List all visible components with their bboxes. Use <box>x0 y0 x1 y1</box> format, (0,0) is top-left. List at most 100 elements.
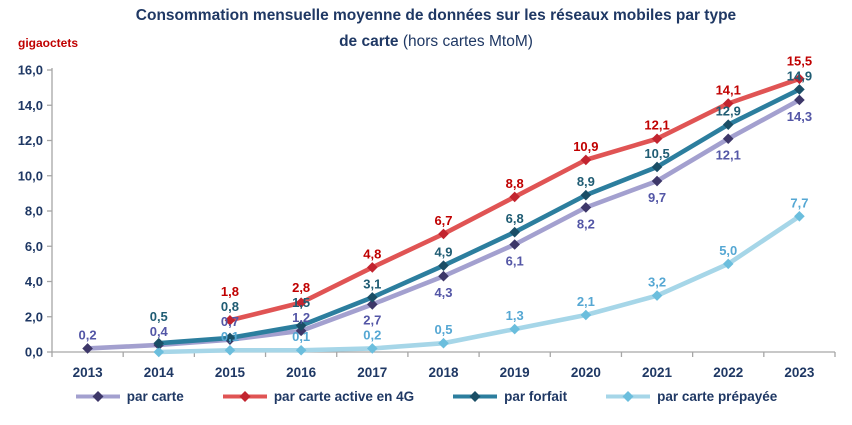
data-label-par-forfait-2014: 0,5 <box>150 309 168 324</box>
data-label-par-carte-active-en-4g-2021: 12,1 <box>644 118 669 133</box>
data-point-par-carte-2013 <box>82 343 93 354</box>
data-label-par-carte-active-en-4g-2016: 2,8 <box>292 280 310 295</box>
data-point-par-carte-2021 <box>651 175 663 187</box>
data-label-par-carte-2013: 0,2 <box>79 327 97 342</box>
data-point-par-carte-2023 <box>794 94 805 106</box>
y-axis-label: 16,0 <box>18 63 43 78</box>
data-point-par-carte-active-en-4g-2018 <box>438 228 449 240</box>
y-axis-label: 2,0 <box>25 309 43 324</box>
data-label-par-forfait-2020: 8,9 <box>577 174 595 189</box>
chart-legend: par carte par carte active en 4G par forfa… <box>0 389 852 404</box>
y-axis-label: 6,0 <box>25 239 43 254</box>
data-point-par-forfait-2015 <box>224 332 236 344</box>
legend-item-par-carte: par carte <box>75 389 184 404</box>
data-point-par-carte-2022 <box>722 133 734 145</box>
chart-title: Consommation mensuelle moyenne de donnée… <box>30 3 842 55</box>
data-point-par-forfait-2016 <box>295 320 307 331</box>
x-axis-label: 2021 <box>642 365 673 380</box>
data-label-par-carte-prépayée-2017: 0,2 <box>363 327 381 342</box>
data-label-par-carte-2019: 6,1 <box>506 253 524 268</box>
legend-marker-par-carte <box>75 391 120 402</box>
legend-label-par-carte: par carte <box>126 389 184 404</box>
data-label-par-forfait-2023: 14,9 <box>787 68 812 83</box>
data-label-par-carte-active-en-4g-2019: 8,8 <box>506 176 524 191</box>
legend-marker-par-forfait <box>453 391 498 402</box>
data-point-par-forfait-2017 <box>367 292 378 303</box>
data-point-par-carte-prépayée-2017 <box>367 343 378 354</box>
y-axis-label: 14,0 <box>18 98 43 113</box>
x-axis-label: 2019 <box>500 365 530 380</box>
data-label-par-carte-active-en-4g-2017: 4,8 <box>363 246 381 261</box>
data-label-par-carte-active-en-4g-2023: 15,5 <box>787 53 812 68</box>
y-axis-label: 4,0 <box>25 274 43 289</box>
x-axis-label: 2020 <box>571 365 601 380</box>
data-point-par-carte-prépayée-2021 <box>651 290 663 301</box>
legend-marker-par-carte-prépayée <box>606 391 651 402</box>
data-point-par-forfait-2023 <box>794 84 805 95</box>
chart-title-line2-bold: de carte <box>339 33 399 50</box>
data-label-par-carte-active-en-4g-2018: 6,7 <box>434 213 452 228</box>
data-point-par-carte-prépayée-2019 <box>509 323 520 335</box>
data-point-par-carte-2018 <box>438 270 449 282</box>
data-point-par-carte-active-en-4g-2015 <box>224 314 236 326</box>
data-point-par-forfait-2020 <box>580 189 592 201</box>
y-axis-label: 8,0 <box>25 204 43 219</box>
data-label-par-forfait-2019: 6,8 <box>506 211 524 226</box>
data-label-par-forfait-2022: 12,9 <box>716 104 741 119</box>
x-axis-label: 2018 <box>428 365 459 380</box>
data-point-par-forfait-2022 <box>722 119 734 130</box>
data-point-par-forfait-2014 <box>153 337 165 349</box>
data-point-par-carte-active-en-4g-2022 <box>722 98 734 109</box>
data-label-par-carte-2022: 12,1 <box>716 148 741 163</box>
chart-title-line1: Consommation mensuelle moyenne de donnée… <box>135 7 737 24</box>
data-point-par-carte-prépayée-2014 <box>153 346 165 358</box>
data-label-par-carte-prépayée-2021: 3,2 <box>648 275 666 290</box>
data-point-par-carte-prépayée-2016 <box>295 344 307 356</box>
data-label-par-forfait-2017: 3,1 <box>363 276 381 291</box>
data-label-par-carte-2016: 1,2 <box>292 310 310 325</box>
data-label-par-carte-active-en-4g-2022: 14,1 <box>716 82 741 97</box>
data-label-par-carte-2021: 9,7 <box>648 190 666 205</box>
data-label-par-carte-2015: 0,7 <box>221 314 239 329</box>
x-axis-label: 2015 <box>215 365 246 380</box>
data-label-par-carte-prépayée-2019: 1,3 <box>506 308 524 323</box>
y-axis-unit-label: gigaoctets <box>18 36 79 50</box>
data-label-par-forfait-2015: 0,8 <box>221 299 239 314</box>
data-point-par-carte-active-en-4g-2017 <box>367 262 378 273</box>
legend-label-par-carte-prépayée: par carte prépayée <box>657 389 778 404</box>
x-axis-label: 2014 <box>144 365 175 380</box>
data-label-par-carte-prépayée-2015: 0,1 <box>221 329 239 344</box>
data-point-par-carte-2017 <box>367 299 378 310</box>
legend-item-par-carte-prépayée: par carte prépayée <box>605 389 777 404</box>
x-axis-label: 2023 <box>784 365 815 380</box>
x-axis-label: 2022 <box>713 365 743 380</box>
x-axis-label: 2016 <box>286 365 317 380</box>
data-label-par-forfait-2018: 4,9 <box>434 245 452 260</box>
series-line-par-forfait <box>156 87 802 346</box>
data-point-par-carte-active-en-4g-2019 <box>509 191 520 203</box>
data-label-par-carte-2018: 4,3 <box>434 285 452 300</box>
data-label-par-carte-prépayée-2016: 0,1 <box>292 329 310 344</box>
x-axis-label: 2017 <box>357 365 387 380</box>
legend-label-par-carte-active-en-4g: par carte active en 4G <box>273 389 415 404</box>
data-label-par-carte-active-en-4g-2020: 10,9 <box>573 139 598 154</box>
x-axis-label: 2013 <box>73 365 104 380</box>
chart-title-line2-regular: (hors cartes MtoM) <box>402 33 533 50</box>
data-point-par-forfait-2021 <box>651 161 663 173</box>
data-point-par-forfait-2019 <box>509 226 520 238</box>
chart-title-line2: de carte (hors cartes MtoM) <box>30 29 842 55</box>
data-label-par-carte-prépayée-2020: 2,1 <box>577 294 595 309</box>
y-axis-label: 12,0 <box>18 133 43 148</box>
legend-item-par-forfait: par forfait <box>452 389 567 404</box>
data-point-par-carte-prépayée-2022 <box>722 258 734 270</box>
legend-item-par-carte-active-en-4g: par carte active en 4G <box>222 389 414 404</box>
data-label-par-carte-prépayée-2018: 0,5 <box>434 322 452 337</box>
data-point-par-carte-active-en-4g-2023 <box>794 73 805 85</box>
data-label-par-carte-prépayée-2022: 5,0 <box>719 243 737 258</box>
data-label-par-forfait-2021: 10,5 <box>644 146 669 161</box>
data-point-par-forfait-2018 <box>438 260 449 271</box>
data-point-par-carte-prépayée-2015 <box>224 344 236 356</box>
legend-marker-par-carte-active-en-4g <box>222 391 267 402</box>
data-point-par-carte-active-en-4g-2020 <box>580 154 592 166</box>
